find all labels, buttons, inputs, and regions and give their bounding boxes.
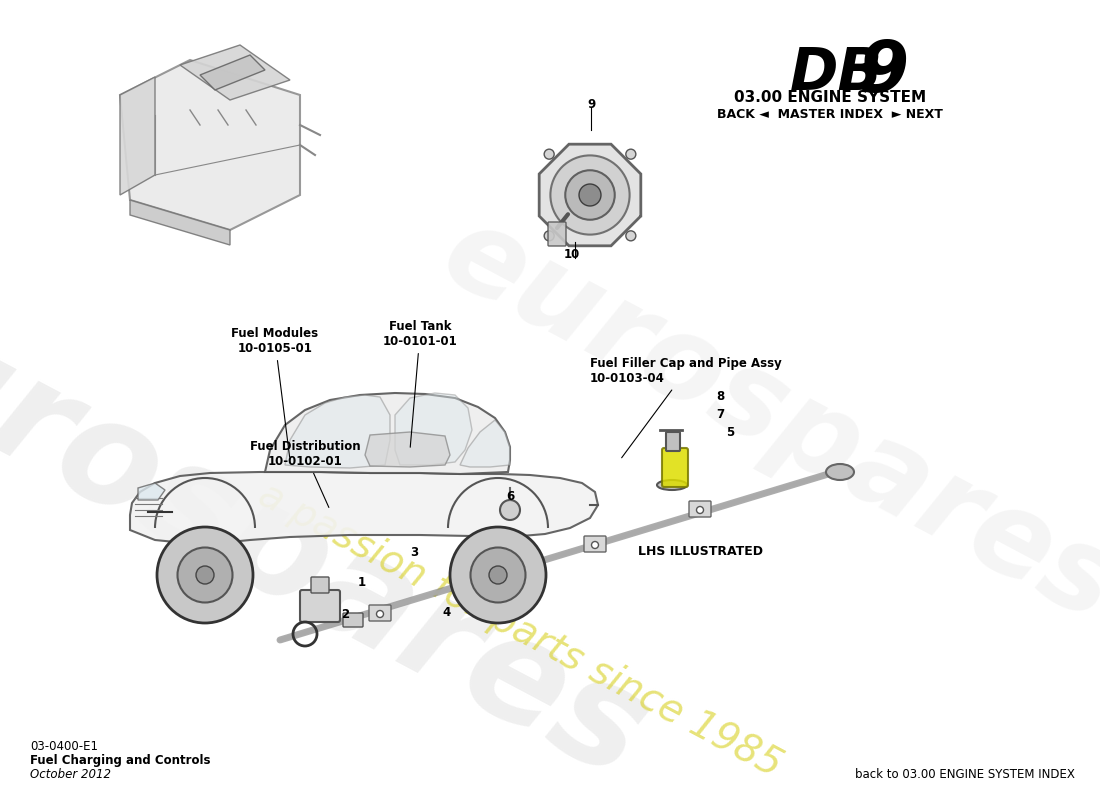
Text: 9: 9 bbox=[858, 38, 909, 107]
Text: eurospares: eurospares bbox=[0, 251, 670, 800]
Circle shape bbox=[565, 170, 615, 220]
Polygon shape bbox=[200, 55, 265, 90]
Polygon shape bbox=[130, 200, 230, 245]
Text: Fuel Charging and Controls: Fuel Charging and Controls bbox=[30, 754, 210, 767]
FancyBboxPatch shape bbox=[368, 605, 390, 621]
Circle shape bbox=[471, 547, 526, 602]
Text: back to 03.00 ENGINE SYSTEM INDEX: back to 03.00 ENGINE SYSTEM INDEX bbox=[855, 768, 1075, 781]
Text: 2: 2 bbox=[341, 609, 349, 622]
Circle shape bbox=[592, 542, 598, 549]
Circle shape bbox=[544, 149, 554, 159]
Text: 8: 8 bbox=[716, 390, 724, 403]
Circle shape bbox=[500, 500, 520, 520]
Text: 7: 7 bbox=[716, 409, 724, 422]
Circle shape bbox=[696, 506, 704, 514]
Polygon shape bbox=[539, 144, 641, 246]
Text: 03-0400-E1: 03-0400-E1 bbox=[30, 740, 98, 753]
FancyBboxPatch shape bbox=[469, 575, 491, 591]
FancyBboxPatch shape bbox=[343, 613, 363, 627]
Text: 3: 3 bbox=[410, 546, 418, 559]
Text: 5: 5 bbox=[726, 426, 734, 438]
Text: 03.00 ENGINE SYSTEM: 03.00 ENGINE SYSTEM bbox=[734, 90, 926, 105]
Ellipse shape bbox=[657, 480, 688, 490]
Circle shape bbox=[196, 566, 214, 584]
Polygon shape bbox=[395, 393, 472, 465]
Polygon shape bbox=[285, 395, 390, 468]
FancyBboxPatch shape bbox=[689, 501, 711, 517]
FancyBboxPatch shape bbox=[548, 222, 566, 246]
Text: Fuel Tank
10-0101-01: Fuel Tank 10-0101-01 bbox=[383, 320, 458, 447]
Circle shape bbox=[450, 527, 546, 623]
FancyBboxPatch shape bbox=[584, 536, 606, 552]
Text: Fuel Distribution
10-0102-01: Fuel Distribution 10-0102-01 bbox=[250, 440, 361, 507]
Text: October 2012: October 2012 bbox=[30, 768, 111, 781]
FancyBboxPatch shape bbox=[311, 577, 329, 593]
Polygon shape bbox=[130, 472, 598, 543]
Text: Fuel Filler Cap and Pipe Assy
10-0103-04: Fuel Filler Cap and Pipe Assy 10-0103-04 bbox=[590, 357, 782, 458]
Text: DB: DB bbox=[790, 45, 883, 102]
Text: 10: 10 bbox=[564, 249, 580, 262]
Polygon shape bbox=[365, 432, 450, 467]
Circle shape bbox=[626, 149, 636, 159]
Text: LHS ILLUSTRATED: LHS ILLUSTRATED bbox=[638, 545, 762, 558]
Polygon shape bbox=[120, 77, 155, 195]
Circle shape bbox=[376, 610, 384, 618]
Circle shape bbox=[476, 581, 484, 587]
Circle shape bbox=[550, 155, 629, 234]
Text: a passion for parts since 1985: a passion for parts since 1985 bbox=[252, 475, 788, 785]
Text: 1: 1 bbox=[358, 575, 366, 589]
FancyBboxPatch shape bbox=[662, 448, 688, 487]
Circle shape bbox=[177, 547, 232, 602]
Polygon shape bbox=[180, 45, 290, 100]
Polygon shape bbox=[460, 420, 510, 467]
Text: 4: 4 bbox=[443, 606, 451, 618]
Circle shape bbox=[626, 231, 636, 241]
Circle shape bbox=[544, 231, 554, 241]
Circle shape bbox=[157, 527, 253, 623]
FancyBboxPatch shape bbox=[300, 590, 340, 622]
FancyBboxPatch shape bbox=[666, 432, 680, 451]
Circle shape bbox=[490, 566, 507, 584]
Circle shape bbox=[579, 184, 601, 206]
Text: eurospares: eurospares bbox=[424, 194, 1100, 646]
Polygon shape bbox=[138, 483, 165, 500]
Text: 9: 9 bbox=[587, 98, 595, 111]
Ellipse shape bbox=[826, 464, 854, 480]
Text: BACK ◄  MASTER INDEX  ► NEXT: BACK ◄ MASTER INDEX ► NEXT bbox=[717, 108, 943, 121]
Text: Fuel Modules
10-0105-01: Fuel Modules 10-0105-01 bbox=[231, 327, 319, 458]
Polygon shape bbox=[265, 393, 510, 474]
Polygon shape bbox=[120, 60, 300, 230]
Text: 6: 6 bbox=[506, 490, 514, 503]
